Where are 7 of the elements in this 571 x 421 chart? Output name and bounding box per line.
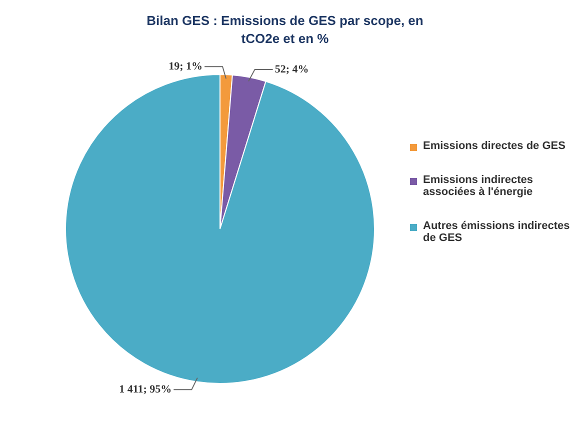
legend-label: Autres émissions indirectes de GES — [423, 220, 570, 244]
data-label: 52; 4% — [274, 63, 309, 76]
legend-label: Emissions indirectes associées à l'énergie — [423, 174, 534, 198]
chart-title: Bilan GES : Emissions de GES par scope, en tCO2e et en % — [146, 12, 424, 48]
data-label: 19; 1% — [168, 60, 203, 72]
data-label: 1 411; 95% — [119, 384, 172, 396]
legend-label: Emissions directes de GES — [423, 140, 566, 152]
